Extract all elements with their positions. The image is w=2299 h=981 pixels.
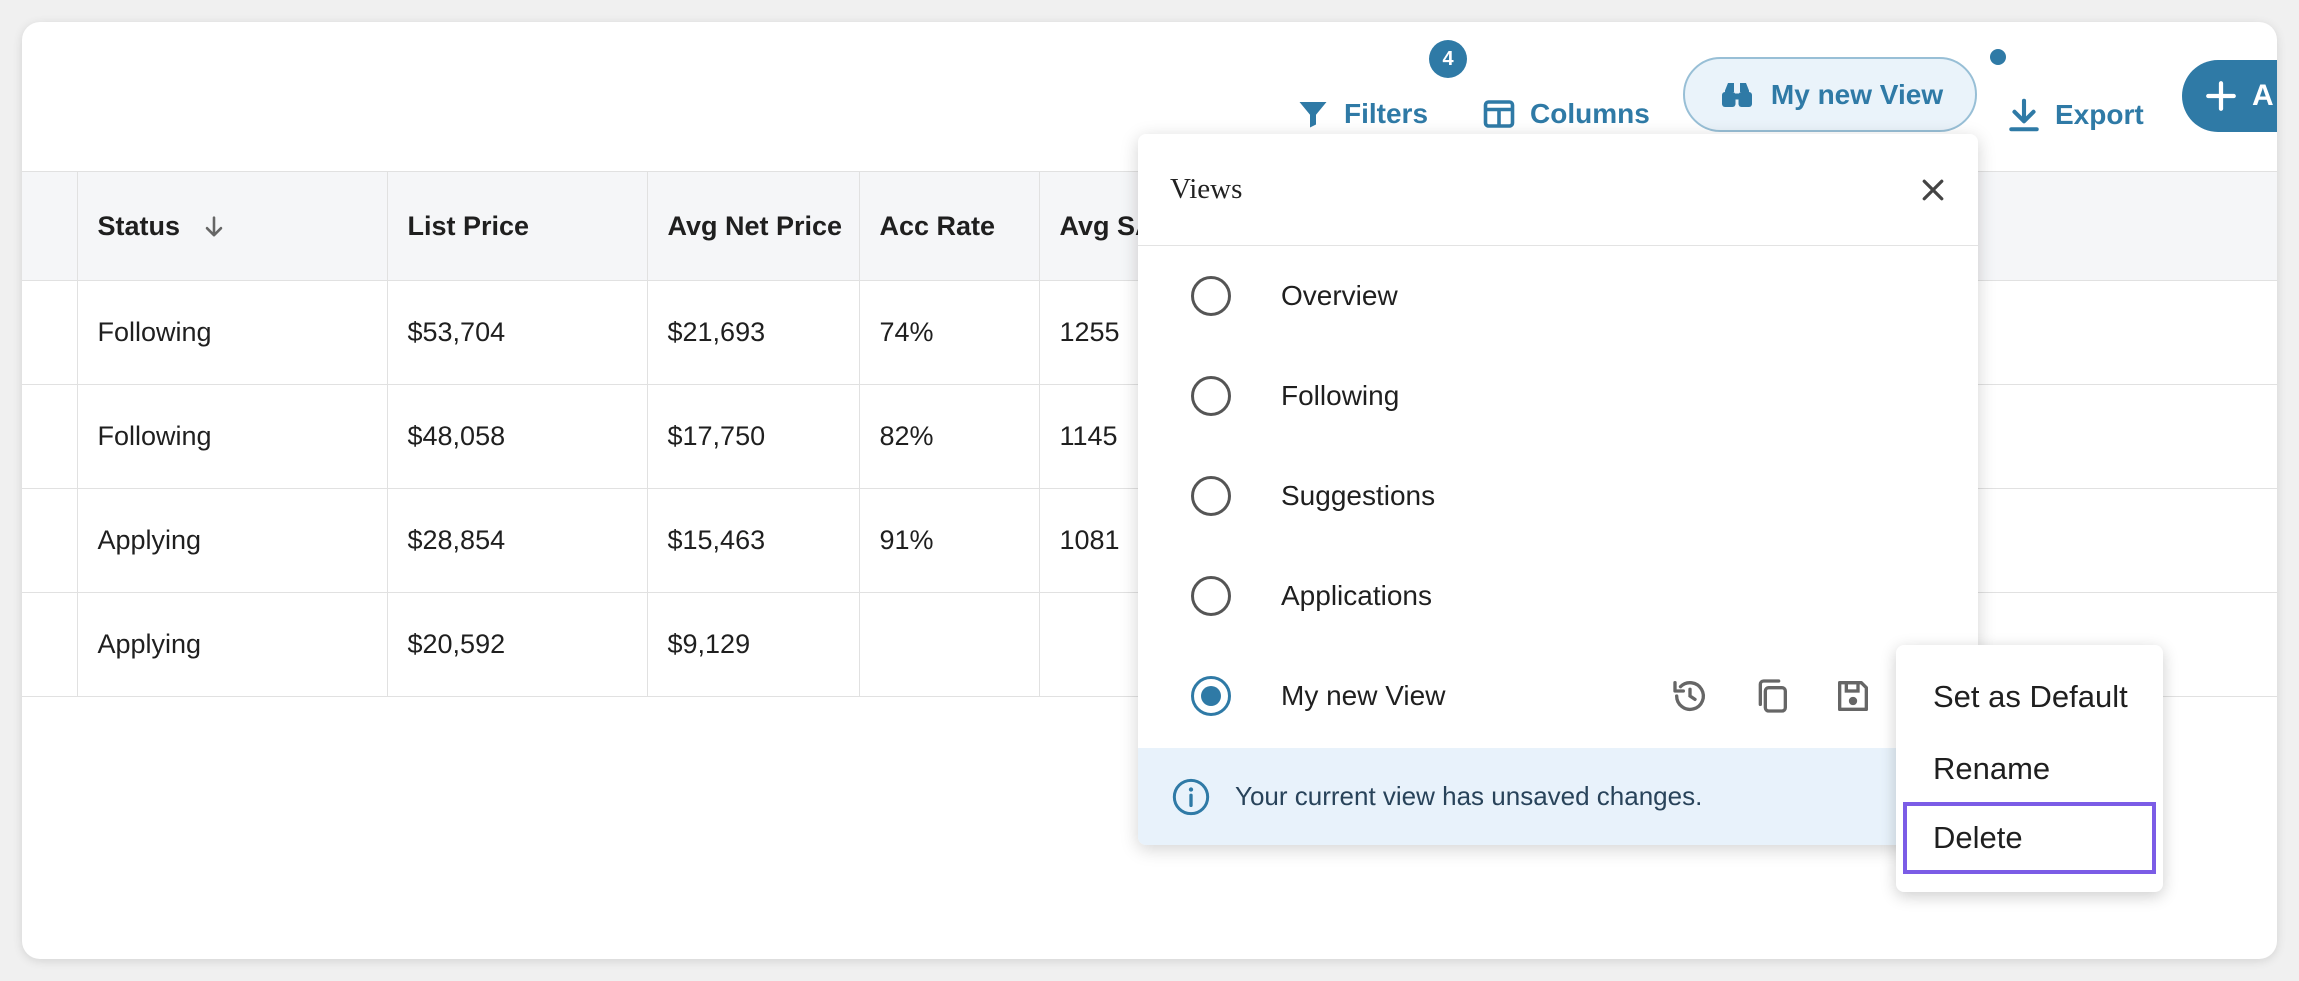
radio-my-new-view[interactable]	[1191, 676, 1231, 716]
info-icon	[1172, 778, 1210, 815]
history-icon[interactable]	[1670, 676, 1710, 716]
cell-acc-rate: 91%	[858, 488, 1040, 593]
cell-list-price: $53,704	[386, 280, 648, 385]
filters-label: Filters	[1344, 98, 1429, 129]
binoculars-icon	[1721, 82, 1752, 107]
views-panel-header: Views	[1138, 134, 1978, 246]
view-option-label: My new View	[1281, 680, 1446, 711]
column-header-list-price[interactable]: List Price	[386, 171, 648, 281]
row-select-cell	[22, 384, 78, 489]
cell-status: Applying	[76, 592, 388, 697]
cell-status: Following	[76, 280, 388, 385]
menu-item-rename[interactable]: Rename	[1933, 751, 2051, 786]
view-option-label: Overview	[1281, 280, 1398, 311]
radio-overview[interactable]	[1191, 276, 1231, 316]
column-header-status[interactable]: Status	[76, 171, 388, 281]
cell-list-price: $20,592	[386, 592, 648, 697]
menu-item-delete[interactable]: Delete	[1903, 802, 2156, 874]
row-select-cell	[22, 488, 78, 593]
row-select-cell	[22, 280, 78, 385]
cell-status: Following	[76, 384, 388, 489]
view-option-overview[interactable]: Overview	[1138, 246, 1978, 346]
view-option-suggestions[interactable]: Suggestions	[1138, 446, 1978, 546]
unsaved-changes-text: Your current view has unsaved changes.	[1235, 781, 1703, 811]
cell-avg-net-price: $15,463	[646, 488, 860, 593]
view-option-label: Suggestions	[1281, 480, 1436, 511]
view-option-label: Following	[1281, 380, 1400, 411]
current-view-button[interactable]: My new View	[1683, 57, 1977, 132]
column-header-avg-net-price[interactable]: Avg Net Price	[646, 171, 860, 281]
views-panel-title: Views	[1170, 173, 1243, 205]
view-option-label: Applications	[1281, 580, 1432, 611]
close-icon[interactable]	[1918, 175, 1948, 205]
cell-list-price: $28,854	[386, 488, 648, 593]
row-select-cell	[22, 592, 78, 697]
cell-avg-net-price: $17,750	[646, 384, 860, 489]
cell-avg-net-price: $21,693	[646, 280, 860, 385]
unsaved-changes-notice: Your current view has unsaved changes.	[1138, 748, 1978, 845]
radio-suggestions[interactable]	[1191, 476, 1231, 516]
radio-following[interactable]	[1191, 376, 1231, 416]
columns-button[interactable]: Columns	[1480, 96, 1650, 132]
add-button[interactable]: A	[2182, 60, 2277, 132]
menu-item-set-as-default[interactable]: Set as Default	[1933, 679, 2128, 714]
column-header-acc-rate[interactable]: Acc Rate	[858, 171, 1040, 281]
radio-applications[interactable]	[1191, 576, 1231, 616]
view-option-following[interactable]: Following	[1138, 346, 1978, 446]
filters-button[interactable]: Filters	[1294, 96, 1428, 132]
unsaved-indicator-dot	[1990, 49, 2006, 65]
copy-icon[interactable]	[1752, 676, 1792, 716]
cell-list-price: $48,058	[386, 384, 648, 489]
cell-avg-net-price: $9,129	[646, 592, 860, 697]
export-button[interactable]: Export	[2005, 96, 2144, 134]
view-option-applications[interactable]: Applications	[1138, 546, 1978, 646]
cell-acc-rate: 74%	[858, 280, 1040, 385]
plus-icon	[2206, 81, 2236, 111]
current-view-label: My new View	[1770, 78, 1944, 110]
cell-status: Applying	[76, 488, 388, 593]
cell-acc-rate	[858, 592, 1040, 697]
export-label: Export	[2055, 99, 2144, 130]
cell-acc-rate: 82%	[858, 384, 1040, 489]
view-option-my-new-view[interactable]: My new View	[1138, 646, 1978, 746]
save-icon[interactable]	[1833, 676, 1873, 716]
filters-count-badge: 4	[1429, 40, 1467, 78]
download-icon	[2009, 98, 2039, 132]
view-context-menu: Set as Default Rename Delete	[1896, 645, 2163, 892]
columns-icon	[1483, 100, 1515, 128]
filter-icon	[1299, 102, 1327, 128]
add-label: A	[2252, 79, 2274, 112]
row-select-header	[22, 171, 78, 281]
columns-label: Columns	[1530, 98, 1650, 129]
views-panel: Views Overview Following Suggestions App…	[1138, 134, 1978, 845]
sort-descending-icon[interactable]	[200, 213, 228, 241]
